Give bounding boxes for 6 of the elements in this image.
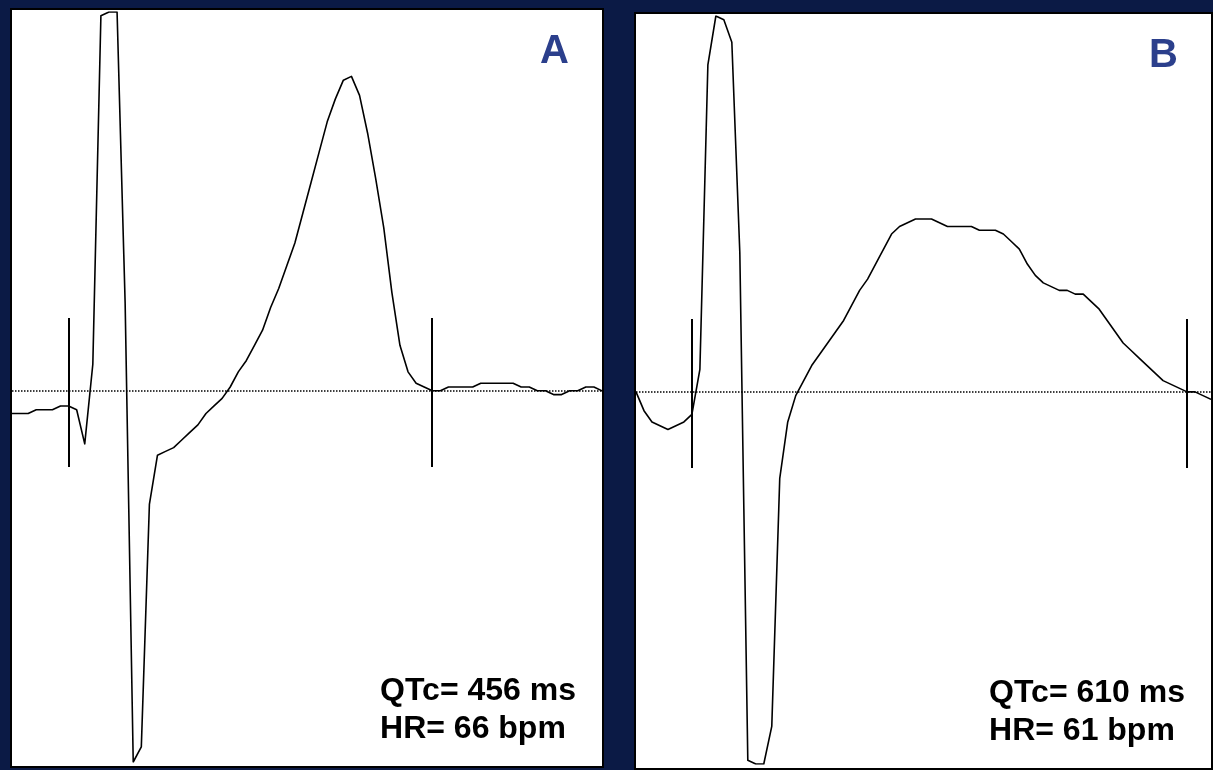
annotation: HR= 61 bpm: [989, 711, 1175, 747]
chart-title: B: [1149, 31, 1178, 75]
annotation: HR= 66 bpm: [380, 709, 566, 745]
annotation: QTc= 456 ms: [380, 671, 576, 707]
annotation: QTc= 610 ms: [989, 673, 1185, 709]
chart-title: A: [540, 27, 569, 71]
